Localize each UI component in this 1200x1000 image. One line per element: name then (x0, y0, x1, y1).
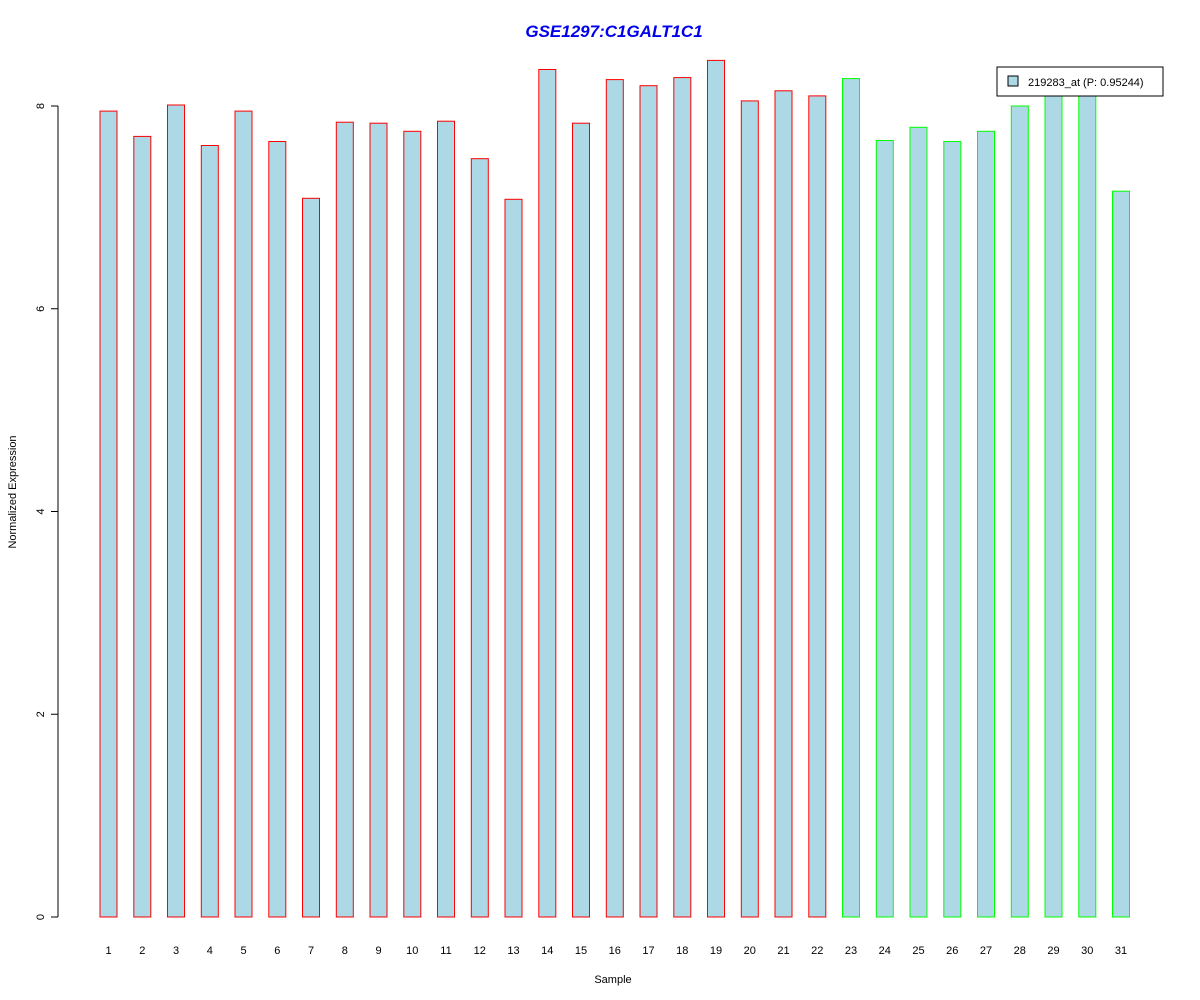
bar-sample-5 (234, 110, 253, 918)
x-tick-label: 10 (406, 945, 418, 957)
x-tick-label: 7 (308, 945, 314, 957)
x-tick-label: 20 (744, 945, 756, 957)
bar-sample-10 (403, 130, 422, 918)
x-tick-label: 27 (980, 945, 992, 957)
bar-sample-17 (639, 85, 658, 918)
x-tick-label: 28 (1014, 945, 1026, 957)
legend-box (996, 66, 1164, 97)
bar-sample-12 (470, 158, 489, 918)
y-axis-label: Normalized Expression (7, 435, 19, 548)
x-tick-label: 8 (342, 945, 348, 957)
x-tick-label: 26 (946, 945, 958, 957)
bar-sample-24 (875, 140, 894, 918)
legend-label: 219283_at (P: 0.95244) (1028, 77, 1144, 89)
bar-sample-4 (200, 145, 219, 918)
x-tick-label: 25 (912, 945, 924, 957)
bar-sample-14 (538, 69, 557, 918)
bar-sample-2 (133, 135, 152, 918)
bar-sample-16 (605, 79, 624, 918)
x-tick-label: 30 (1081, 945, 1093, 957)
x-tick-label: 12 (474, 945, 486, 957)
y-tick-label: 0 (35, 914, 47, 920)
bar-sample-8 (335, 121, 354, 918)
x-tick-label: 13 (507, 945, 519, 957)
x-tick-label: 9 (375, 945, 381, 957)
bar-sample-6 (268, 141, 287, 918)
bar-sample-7 (302, 197, 320, 918)
bar-sample-31 (1112, 190, 1130, 918)
bar-sample-20 (740, 100, 759, 918)
y-tick-label: 8 (35, 103, 47, 109)
y-tick-label: 2 (35, 711, 47, 717)
x-tick-label: 6 (274, 945, 280, 957)
bar-sample-13 (504, 198, 523, 918)
x-tick-label: 2 (139, 945, 145, 957)
bar-sample-30 (1078, 93, 1097, 918)
bar-sample-18 (673, 77, 692, 918)
chart-title: GSE1297:C1GALT1C1 (525, 22, 702, 41)
legend: 219283_at (P: 0.95244) (996, 66, 1164, 97)
x-tick-label: 3 (173, 945, 179, 957)
bar-sample-28 (1010, 105, 1029, 918)
legend-swatch (1007, 75, 1019, 87)
x-tick-label: 16 (609, 945, 621, 957)
x-tick-label: 19 (710, 945, 722, 957)
x-tick-label: 14 (541, 945, 553, 957)
x-tick-label: 18 (676, 945, 688, 957)
bar-sample-21 (774, 90, 793, 918)
x-tick-label: 4 (207, 945, 213, 957)
x-tick-label: 22 (811, 945, 823, 957)
bar-sample-15 (572, 122, 590, 918)
bar-sample-9 (369, 122, 388, 918)
bar-sample-3 (167, 104, 185, 918)
bar-sample-23 (842, 78, 860, 918)
x-tick-label: 31 (1115, 945, 1127, 957)
bar-sample-19 (707, 59, 725, 918)
x-tick-label: 29 (1047, 945, 1059, 957)
x-tick-labels: 1 2 3 4 5 6 7 8 9 10 11 12 13 14 15 16 17 18 19 20 21 22 23 24 2… (105, 945, 1127, 957)
bar-sample-22 (808, 95, 827, 918)
x-tick-label: 23 (845, 945, 857, 957)
x-axis-label: Sample (594, 974, 631, 986)
x-tick-label: 11 (440, 945, 451, 957)
y-axis: 0 2 4 6 8 (35, 103, 59, 920)
bar-sample-1 (99, 110, 118, 918)
x-tick-label: 15 (575, 945, 587, 957)
y-tick-label: 6 (35, 306, 47, 312)
bar-sample-26 (943, 141, 962, 918)
bar-sample-11 (437, 120, 455, 918)
bars (99, 59, 1130, 918)
bar-sample-27 (977, 130, 995, 918)
x-tick-label: 24 (879, 945, 891, 957)
bar-sample-29 (1044, 93, 1063, 918)
x-tick-label: 5 (240, 945, 246, 957)
x-tick-label: 21 (777, 945, 789, 957)
x-tick-label: 17 (642, 945, 654, 957)
y-tick-label: 4 (35, 508, 47, 514)
x-tick-label: 1 (105, 945, 111, 957)
bar-sample-25 (909, 126, 928, 918)
